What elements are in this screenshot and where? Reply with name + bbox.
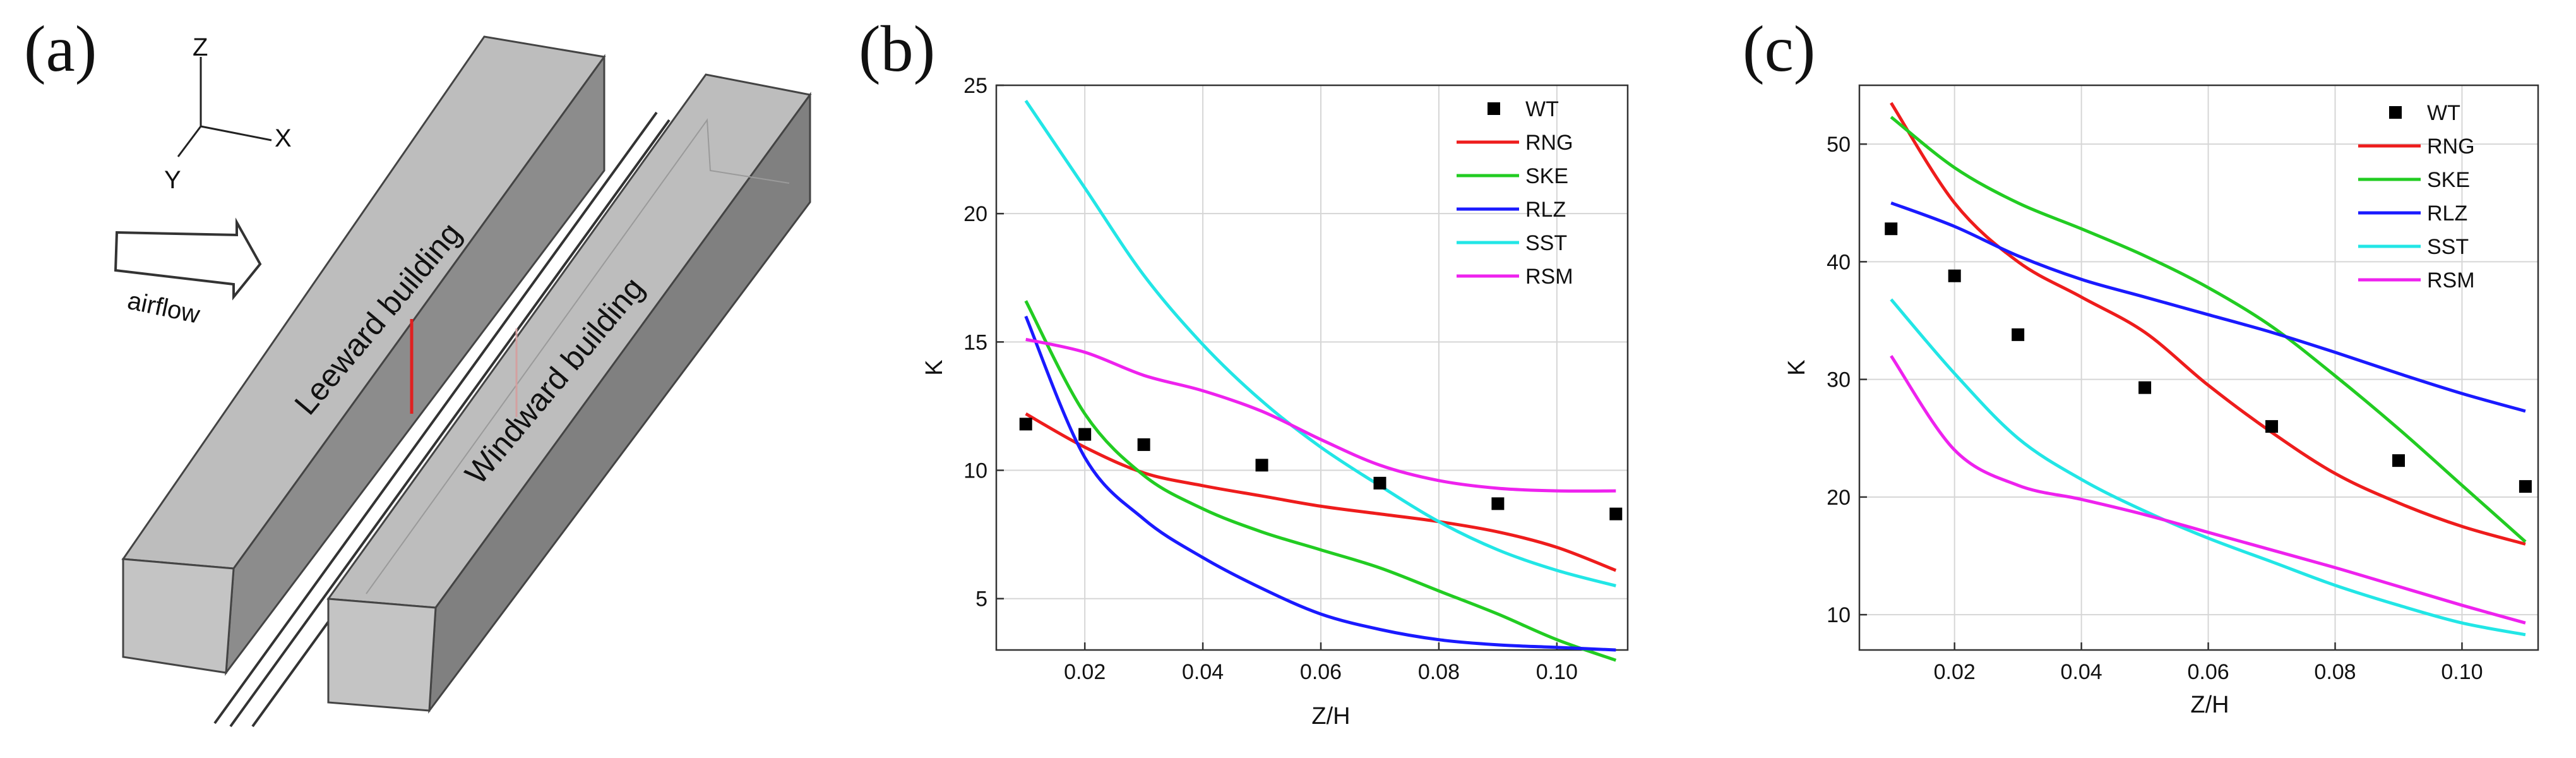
x-tick-label: 0.04	[2061, 660, 2102, 684]
legend-marker-wt	[2389, 106, 2402, 119]
panel-label-a: (a)	[24, 13, 97, 85]
y-tick-label: 25	[963, 74, 987, 98]
x-tick-label: 0.08	[1418, 660, 1460, 684]
series-line-rng	[1025, 412, 1617, 572]
plot-frame	[1858, 84, 2539, 651]
street-line-1	[213, 111, 658, 725]
wt-point	[1609, 507, 1623, 520]
x-tick-label: 0.10	[2441, 660, 2483, 684]
series-line-rsm	[1025, 337, 1616, 493]
legend-label-rng: RNG	[1525, 131, 1573, 155]
street-line-2	[229, 119, 671, 728]
y-tick-label: 30	[1827, 368, 1851, 392]
y-tick-label: 40	[1827, 250, 1851, 274]
y-tick-label: 20	[963, 202, 987, 226]
wt-point	[2392, 454, 2405, 467]
series-line-rsm	[1890, 354, 2526, 625]
legend-label-rsm: RSM	[2427, 268, 2475, 292]
y-tick-label: 50	[1827, 133, 1851, 157]
grid-layer	[996, 85, 1628, 650]
windward-building: Windward building	[326, 73, 812, 714]
series-layer	[1890, 102, 2527, 637]
legend-marker-wt	[1488, 102, 1500, 115]
legend-label-wt: WT	[1525, 97, 1559, 121]
grid-layer	[1859, 85, 2538, 650]
legend-label-rlz: RLZ	[2427, 202, 2467, 226]
x-tick-label: 0.10	[1536, 660, 1578, 684]
y-axis-label: Y	[164, 166, 181, 194]
wt-point	[1137, 438, 1150, 451]
ticks-layer: 0.02 0.04 0.06 0.08 0.10 10 20 30 40 50	[1827, 133, 2483, 684]
wt-point	[1019, 418, 1032, 431]
series-layer	[1024, 99, 1617, 662]
x-tick-label: 0.08	[2314, 660, 2356, 684]
wt-point	[2519, 480, 2532, 493]
axis-triad: Z X Y	[164, 33, 292, 194]
legend-label-ske: SKE	[2427, 168, 2470, 192]
series-line-ske	[1024, 300, 1617, 662]
points-layer	[1885, 222, 2532, 493]
leeward-front-face	[122, 558, 235, 674]
legend: WT RNG SKE RLZ SST RSM	[1457, 97, 1573, 289]
legend-label-rlz: RLZ	[1525, 198, 1566, 222]
x-tick-label: 0.04	[1182, 660, 1224, 684]
y-tick-label: 5	[975, 587, 987, 611]
series-line-sst	[1024, 99, 1616, 587]
wt-point	[1255, 459, 1268, 472]
series-line-sst	[1890, 298, 2526, 637]
windward-inner-edge	[366, 118, 790, 594]
legend-label-rsm: RSM	[1525, 265, 1573, 289]
wt-point	[1078, 428, 1092, 441]
ticks-layer: 0.02 0.04 0.06 0.08 0.10 5 10 15 20 25	[963, 74, 1578, 684]
legend: WT RNG SKE RLZ SST RSM	[2358, 101, 2475, 292]
z-axis-label: Z	[193, 33, 208, 61]
panel-label-c: (c)	[1743, 13, 1815, 85]
legend-label-ske: SKE	[1525, 164, 1568, 188]
wt-point	[2265, 420, 2279, 433]
legend-label-sst: SST	[1525, 231, 1567, 255]
wt-point	[1491, 497, 1505, 510]
series-line-rlz	[1024, 315, 1616, 652]
series-line-rng	[1890, 102, 2526, 546]
panel-a: (a) Z X Y airflow Leeward building	[24, 13, 812, 728]
y-axis-title: K	[921, 359, 948, 375]
y-tick-label: 10	[963, 459, 987, 483]
x-tick-label: 0.02	[1934, 660, 1976, 684]
y-axis-line	[177, 126, 202, 157]
airflow-label: airflow	[125, 287, 202, 329]
legend-label-rng: RNG	[2427, 135, 2475, 159]
panel-label-b: (b)	[859, 13, 935, 85]
windward-front-face	[327, 598, 437, 712]
x-tick-label: 0.06	[1300, 660, 1342, 684]
points-layer	[1019, 418, 1623, 520]
panel-b-chart: (b) 0.02 0.04 0.06 0.08 0.10 5 10 15 20 25 WT RNG S…	[859, 13, 1629, 730]
x-axis-title: Z/H	[1311, 703, 1350, 730]
x-axis-title: Z/H	[2190, 692, 2229, 718]
x-tick-label: 0.02	[1064, 660, 1106, 684]
x-axis-line	[200, 125, 272, 141]
x-tick-label: 0.06	[2187, 660, 2229, 684]
x-axis-label: X	[275, 124, 292, 152]
panel-c-chart: (c) 0.02 0.04 0.06 0.08 0.10 10 20 30 40 50 WT RNG…	[1743, 13, 2539, 718]
airflow-arrow-icon	[114, 217, 262, 301]
legend-label-wt: WT	[2427, 101, 2460, 125]
wt-point	[1948, 269, 1961, 282]
y-tick-label: 10	[1827, 603, 1851, 627]
series-line-rlz	[1890, 201, 2526, 413]
wt-point	[1885, 222, 1898, 236]
y-tick-label: 15	[963, 330, 987, 354]
wt-point	[1373, 476, 1386, 490]
wt-point	[2012, 328, 2025, 341]
wt-point	[2138, 381, 2152, 394]
y-tick-label: 20	[1827, 486, 1851, 510]
leeward-building: Leeward building	[121, 35, 606, 676]
legend-label-sst: SST	[2427, 235, 2469, 259]
plot-frame	[995, 84, 1629, 651]
y-axis-title: K	[1784, 359, 1810, 375]
series-line-ske	[1890, 116, 2527, 543]
